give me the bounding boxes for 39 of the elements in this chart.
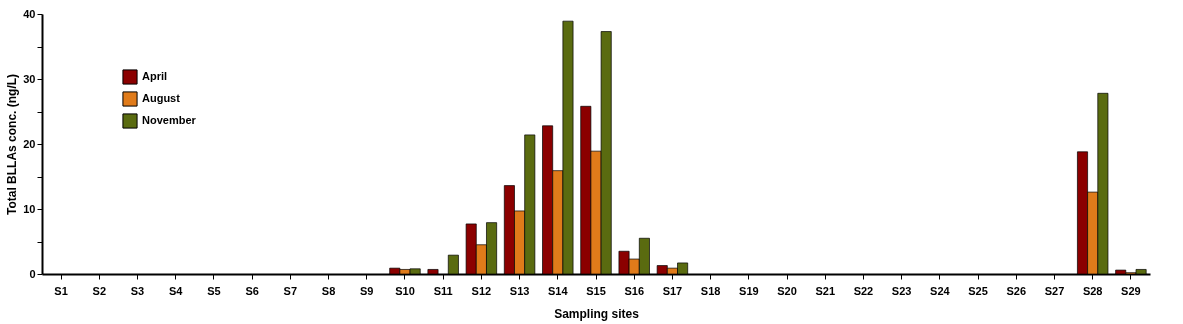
x-tick-label: S24 bbox=[930, 284, 951, 297]
x-tick-label: S10 bbox=[395, 284, 415, 297]
x-tick-label: S17 bbox=[662, 284, 683, 297]
y-tick-label: 20 bbox=[23, 137, 36, 150]
x-tick-label: S9 bbox=[360, 284, 374, 297]
y-tick-label: 10 bbox=[23, 202, 36, 215]
x-tick-label: S29 bbox=[1121, 284, 1141, 297]
y-tick-label: 30 bbox=[23, 72, 36, 85]
x-tick-label: S3 bbox=[130, 284, 145, 297]
x-tick-label: S7 bbox=[283, 284, 298, 297]
x-tick-label: S23 bbox=[891, 284, 912, 297]
x-tick-label: S25 bbox=[968, 284, 988, 297]
legend-label: August bbox=[142, 92, 181, 104]
y-axis-title: Total BLLAs conc. (ng/L) bbox=[5, 73, 20, 216]
x-tick-label: S12 bbox=[471, 284, 492, 297]
x-tick-label: S26 bbox=[1006, 284, 1027, 297]
x-axis-title: Sampling sites bbox=[554, 306, 640, 321]
x-tick-label: S20 bbox=[777, 284, 797, 297]
x-tick-label: S21 bbox=[815, 284, 836, 297]
x-tick-label: S1 bbox=[54, 284, 68, 297]
x-tick-label: S8 bbox=[321, 284, 336, 297]
x-tick-label: S28 bbox=[1082, 284, 1103, 297]
x-tick-label: S14 bbox=[548, 284, 569, 297]
x-tick-label: S11 bbox=[433, 284, 453, 297]
legend-label: April bbox=[142, 70, 168, 82]
x-tick-label: S15 bbox=[586, 284, 606, 297]
x-tick-label: S4 bbox=[168, 284, 184, 297]
x-tick-label: S18 bbox=[700, 284, 721, 297]
x-tick-label: S13 bbox=[509, 284, 530, 297]
x-tick-label: S16 bbox=[624, 284, 644, 297]
x-tick-label: S22 bbox=[853, 284, 874, 297]
x-tick-label: S27 bbox=[1044, 284, 1065, 297]
x-tick-label: S6 bbox=[245, 284, 259, 297]
x-tick-label: S2 bbox=[92, 284, 107, 297]
y-tick-label: 0 bbox=[29, 267, 36, 280]
legend-label: November bbox=[142, 114, 197, 126]
x-tick-label: S5 bbox=[207, 284, 221, 297]
x-tick-label: S19 bbox=[739, 284, 759, 297]
y-tick-label: 40 bbox=[23, 7, 36, 20]
